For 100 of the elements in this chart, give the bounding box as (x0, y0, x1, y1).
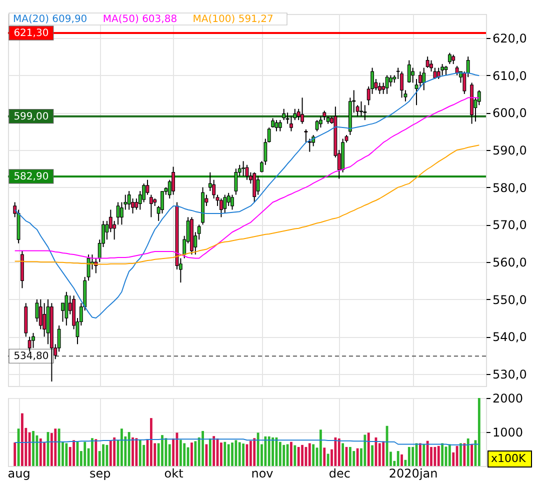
bar (342, 443, 344, 466)
y-tick-label: 620,0 (492, 31, 527, 46)
text: MA(100) 591,27 (192, 14, 274, 25)
y-tick-label: 560,0 (492, 256, 527, 270)
bar (54, 428, 57, 466)
bar (320, 430, 322, 466)
bar (264, 436, 267, 466)
candlestick (116, 202, 120, 226)
bar (326, 454, 330, 466)
bar (58, 428, 60, 466)
x-tick-label: dec (328, 466, 350, 480)
bar (301, 444, 304, 466)
bar (426, 440, 429, 466)
bar (253, 438, 256, 466)
ref-line-label: 582,90 (14, 171, 49, 182)
candlestick (220, 198, 223, 218)
candlestick (127, 190, 131, 210)
candlestick (300, 97, 304, 124)
bar (227, 444, 230, 466)
bar (238, 442, 241, 466)
candlestick (411, 67, 415, 84)
bar (224, 442, 226, 466)
bar (352, 451, 356, 466)
text: MA(20) 609,90 (13, 14, 88, 25)
candlestick (452, 54, 456, 65)
candlestick (28, 336, 32, 352)
bar (179, 440, 182, 466)
y-tick-label: 570,0 (492, 218, 527, 232)
bar (418, 443, 422, 466)
candlestick (252, 172, 256, 203)
bar (367, 432, 370, 466)
bar (43, 442, 46, 466)
bar (249, 440, 252, 466)
bar (364, 434, 366, 466)
candlestick (64, 291, 68, 326)
bar (268, 436, 270, 466)
bar (478, 398, 480, 466)
bar (65, 443, 68, 466)
bar (356, 448, 359, 466)
bar (220, 442, 222, 466)
candlestick (149, 194, 153, 218)
bar (132, 437, 134, 466)
candlestick (400, 71, 404, 98)
y-tick-label: 590,0 (492, 143, 527, 158)
candlestick (426, 56, 430, 68)
y-axis-title: x100K (491, 452, 527, 465)
candlestick (378, 82, 382, 94)
candlestick (315, 120, 319, 132)
bar (448, 444, 451, 466)
y-tick-label: 600,0 (492, 106, 527, 120)
bar (113, 437, 116, 466)
candlestick (308, 138, 312, 152)
candlestick (444, 65, 448, 76)
candlestick (42, 302, 46, 338)
bar (138, 439, 142, 466)
bar (437, 446, 440, 466)
candlestick (282, 108, 286, 121)
y-tick-label: 580,0 (492, 180, 527, 195)
candlestick (322, 110, 326, 121)
y-tick-label: 540,0 (492, 330, 527, 344)
x-tick-label: 2020jan (388, 466, 438, 480)
candlestick (436, 67, 440, 80)
bar (470, 444, 473, 466)
candlestick (422, 67, 426, 91)
bar (28, 432, 31, 466)
bar (382, 441, 385, 466)
y-tick-label: 530,0 (492, 368, 527, 382)
bar (412, 446, 414, 466)
bar (135, 438, 138, 466)
bar (150, 418, 152, 466)
text: MA(50) 603,88 (102, 14, 178, 25)
bar (282, 444, 286, 466)
x-tick-label: nov (251, 466, 274, 480)
bar (212, 436, 216, 466)
bar (256, 432, 260, 466)
bar (120, 428, 123, 466)
y-tick-label: 2000 (492, 392, 524, 406)
bar (72, 440, 76, 466)
bar (190, 442, 193, 466)
bar (408, 446, 410, 466)
bar (234, 440, 238, 466)
bar (208, 438, 212, 466)
x-tick-label: aug (8, 466, 30, 480)
bar (308, 443, 311, 466)
bar (194, 441, 197, 466)
bar (348, 446, 352, 466)
bar (323, 448, 326, 466)
bar (21, 413, 24, 466)
candlestick (363, 104, 367, 121)
candlestick (407, 60, 411, 84)
bar (161, 435, 164, 466)
candlestick (385, 74, 389, 94)
ref-line-label: 534,80 (14, 351, 49, 362)
bar (466, 438, 470, 466)
candlestick (112, 220, 116, 240)
y-tick-label: 550,0 (492, 292, 527, 307)
bar (94, 439, 98, 466)
bar (294, 445, 296, 466)
y-tick-label: 610,0 (492, 68, 527, 83)
candlestick (290, 116, 293, 132)
